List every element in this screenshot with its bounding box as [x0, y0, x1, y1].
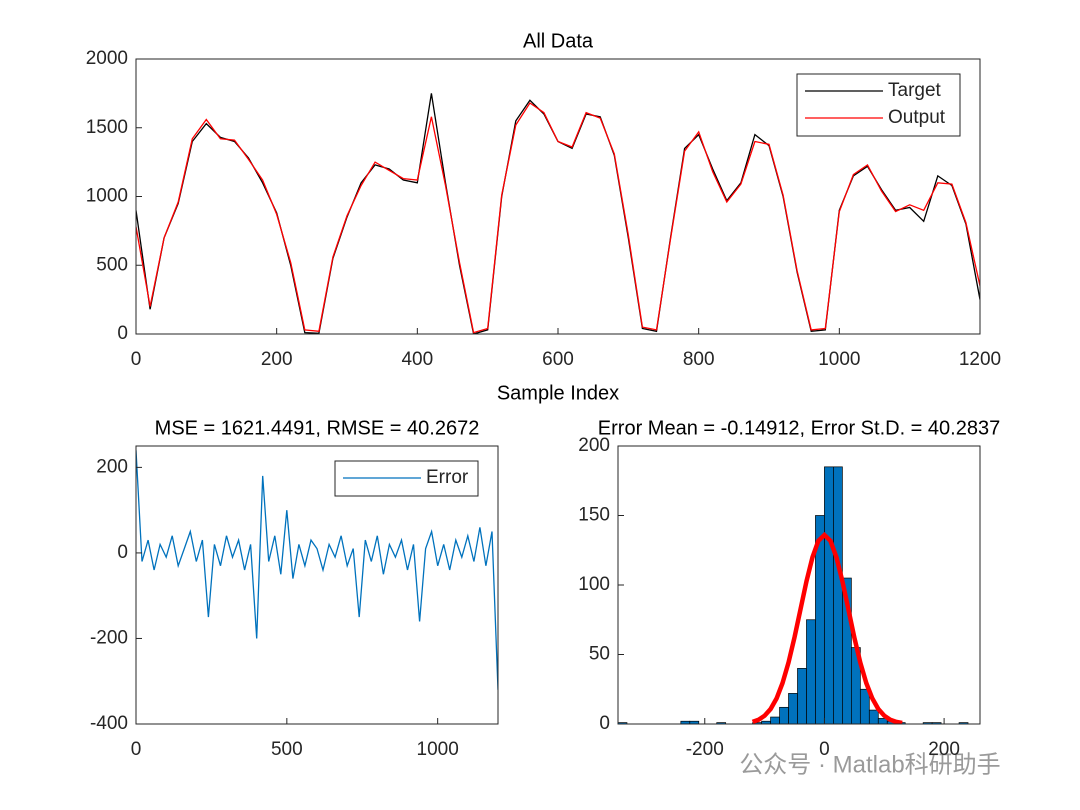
- histogram-bar: [868, 709, 879, 724]
- histogram-bar: [797, 668, 807, 724]
- x-tick-label: 0: [131, 349, 142, 370]
- histogram-bar: [824, 466, 834, 724]
- histogram-bar: [779, 706, 789, 724]
- y-tick-label: 0: [599, 713, 610, 734]
- y-tick-label: -400: [90, 713, 128, 734]
- fit-curve: [751, 531, 903, 724]
- x-tick-label: 0: [131, 739, 142, 760]
- x-tick-label: 1200: [959, 349, 1001, 370]
- watermark: 公众号 · Matlab科研助手: [739, 751, 1000, 778]
- histogram-bar: [806, 619, 816, 724]
- histogram-bar: [859, 688, 870, 724]
- histogram-bar: [788, 693, 798, 724]
- x-tick-label: -200: [686, 739, 724, 760]
- x-tick-label: 800: [683, 349, 715, 370]
- y-tick-label: 200: [578, 435, 610, 456]
- x-tick-label: 200: [261, 349, 293, 370]
- x-tick-label: 600: [542, 349, 574, 370]
- legend-label: Output: [888, 107, 946, 128]
- legend-box: [796, 73, 961, 137]
- plot-area: [136, 450, 498, 690]
- y-tick-label: 1000: [86, 186, 128, 207]
- histogram-bar: [770, 716, 780, 724]
- x-tick-label: 500: [271, 739, 303, 760]
- axes-title: MSE = 1621.4491, RMSE = 40.2672: [155, 417, 480, 439]
- x-tick-label: 1000: [818, 349, 860, 370]
- histogram-bar: [833, 466, 843, 724]
- y-tick-label: 1500: [86, 117, 128, 138]
- y-tick-label: 2000: [86, 48, 128, 69]
- plot-area: [618, 466, 969, 724]
- line-series: [136, 450, 498, 690]
- y-tick-label: 500: [96, 254, 128, 275]
- x-axis-label: Sample Index: [497, 382, 619, 404]
- axes-box: [135, 445, 499, 725]
- plot-area: [136, 93, 980, 334]
- y-tick-label: 0: [117, 542, 128, 563]
- legend-label: Error: [426, 467, 469, 488]
- y-tick-label: 100: [578, 574, 610, 595]
- x-tick-label: 1000: [417, 739, 459, 760]
- axes-title: Error Mean = -0.14912, Error St.D. = 40.…: [598, 417, 1000, 439]
- line-series: [136, 102, 980, 334]
- x-tick-label: 400: [401, 349, 433, 370]
- y-tick-label: 200: [96, 456, 128, 477]
- y-tick-label: 50: [589, 644, 610, 665]
- axes-title: All Data: [523, 30, 594, 52]
- y-tick-label: 150: [578, 505, 610, 526]
- y-tick-label: 0: [117, 323, 128, 344]
- y-tick-label: -200: [90, 627, 128, 648]
- x-tick-label: 200: [928, 739, 960, 760]
- legend-label: Target: [888, 80, 942, 101]
- x-tick-label: 0: [819, 739, 830, 760]
